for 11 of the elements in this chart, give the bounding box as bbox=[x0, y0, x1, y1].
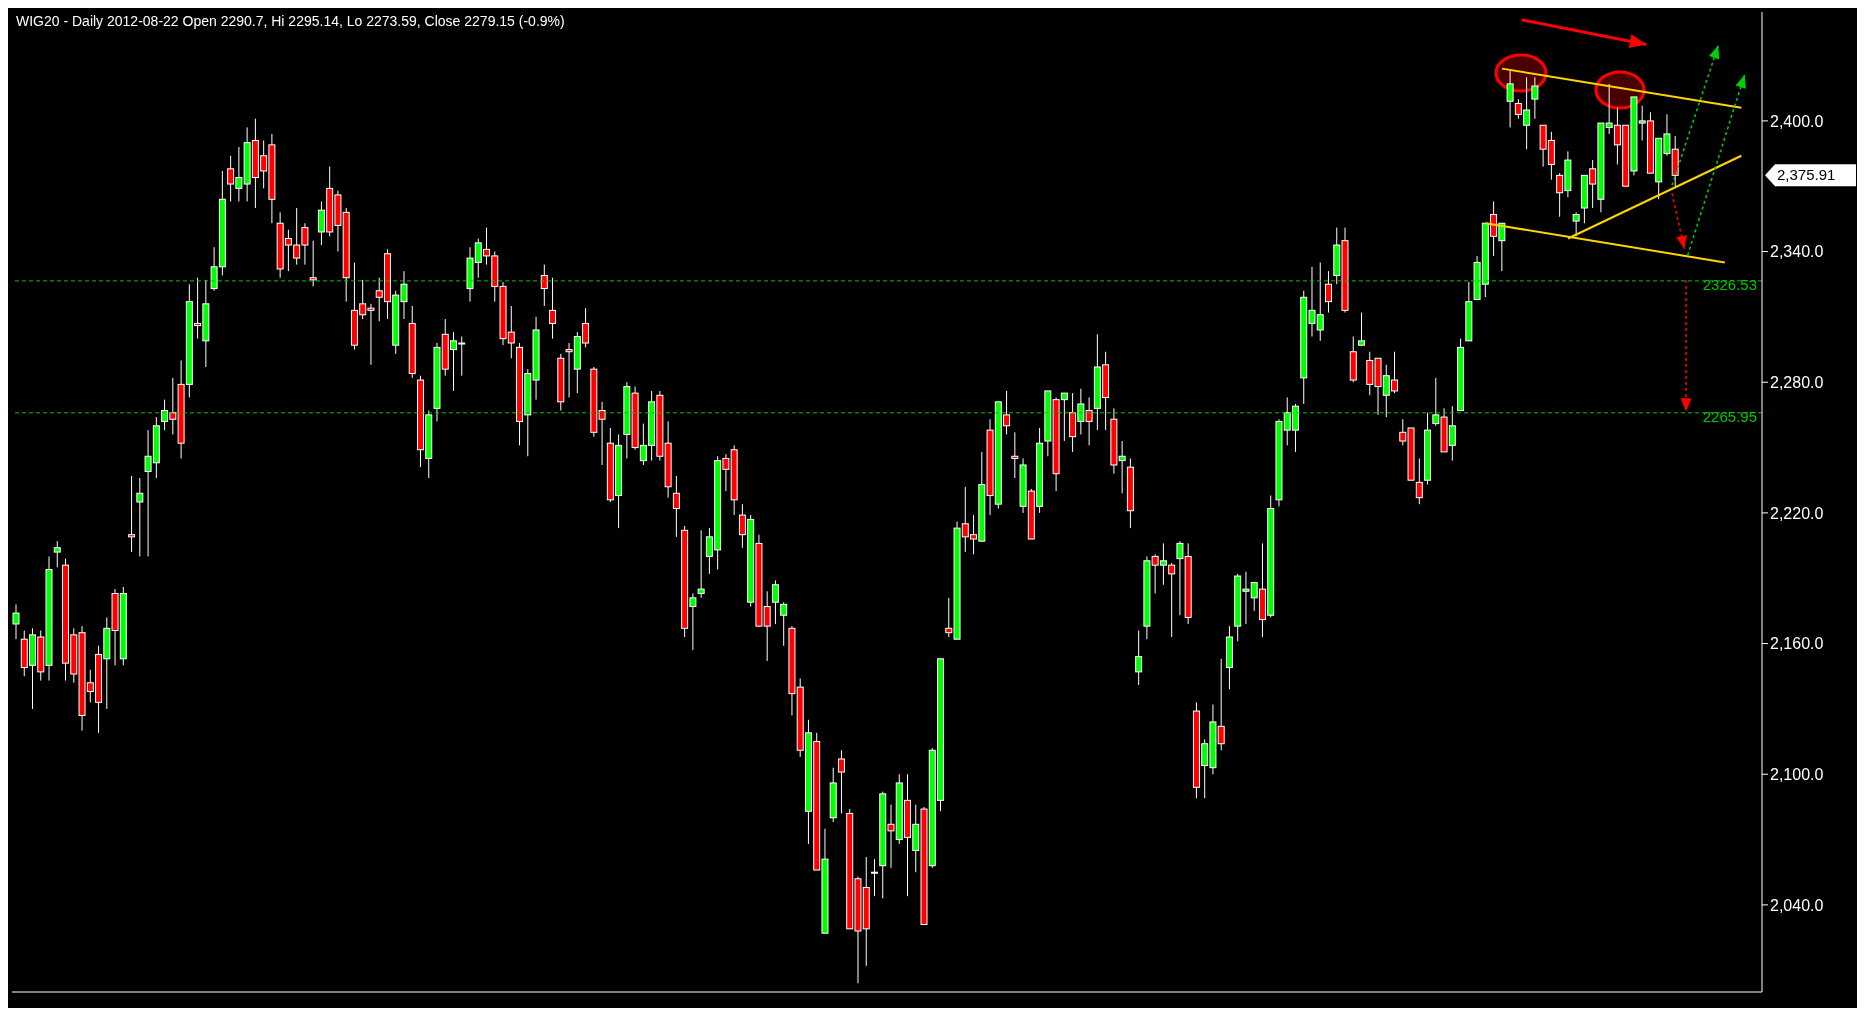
y-tick-label: 2,040.0 bbox=[1770, 896, 1824, 914]
y-tick-label: 2,100.0 bbox=[1770, 765, 1824, 783]
y-tick-label: 2,220.0 bbox=[1770, 504, 1824, 522]
y-tick-label: 2,400.0 bbox=[1770, 112, 1824, 130]
y-tick-label: 2,280.0 bbox=[1770, 373, 1824, 391]
chart-title: WIG20 - Daily 2012-08-22 Open 2290.7, Hi 2295.14, Lo 2273.59, Close 2279.15 (-0.9%) bbox=[16, 13, 565, 29]
text: 2,375.91 bbox=[1777, 166, 1836, 184]
y-tick-label: 2,160.0 bbox=[1770, 635, 1824, 653]
ref-line-label: 2265.95 bbox=[1702, 407, 1757, 425]
y-tick-label: 2,340.0 bbox=[1770, 243, 1824, 261]
ref-line-label: 2326.53 bbox=[1702, 275, 1757, 293]
